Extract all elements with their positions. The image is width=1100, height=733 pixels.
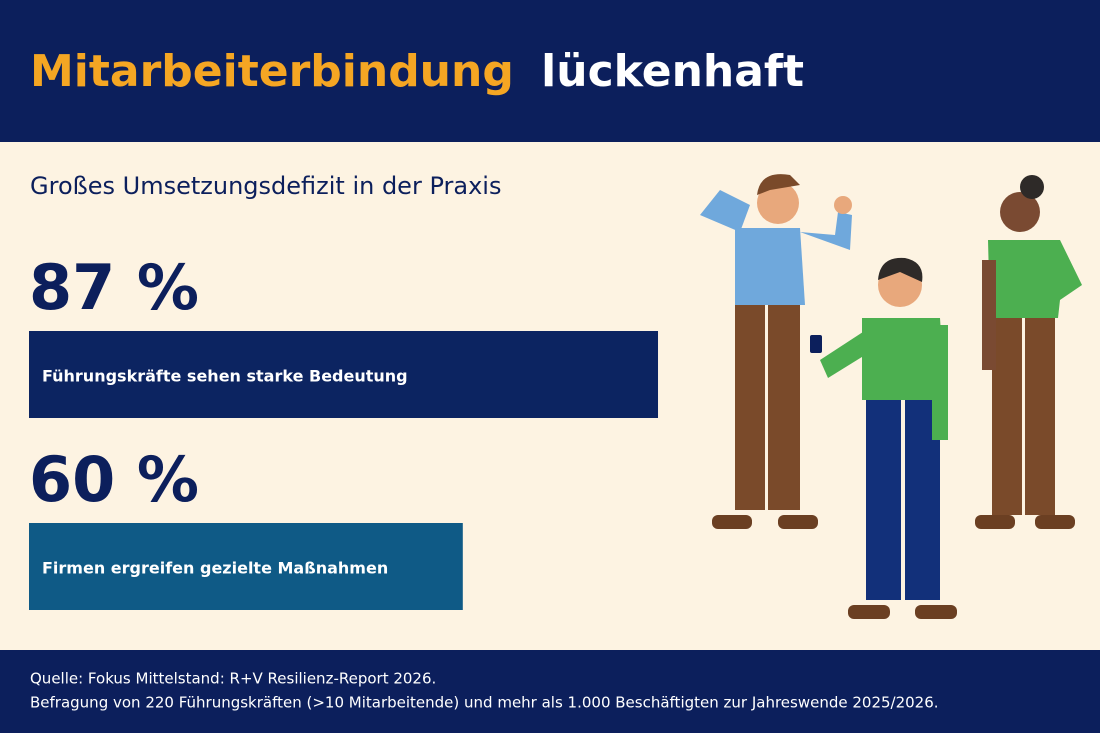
source-line: Befragung von 220 Führungskräften (>10 M… bbox=[30, 694, 939, 712]
title-highlight: Mitarbeiterbindung bbox=[30, 46, 514, 97]
person-leg bbox=[1025, 315, 1055, 515]
person-shoe bbox=[915, 605, 957, 619]
person-shirt bbox=[862, 318, 945, 400]
person-shoe bbox=[975, 515, 1015, 529]
person-arm bbox=[800, 212, 852, 250]
source-line: Quelle: Fokus Mittelstand: R+V Resilienz… bbox=[30, 670, 436, 688]
person-leg bbox=[866, 395, 901, 600]
value-label: 87 % bbox=[29, 251, 199, 324]
bar-label: Führungskräfte sehen starke Bedeutung bbox=[42, 367, 408, 386]
person-hair bbox=[878, 257, 923, 282]
person-shirt bbox=[735, 228, 805, 305]
person-leg bbox=[735, 300, 765, 510]
bar bbox=[29, 331, 659, 418]
person-arm bbox=[700, 190, 750, 232]
person-hand bbox=[834, 196, 852, 214]
person-arm bbox=[820, 330, 870, 378]
title-rest: lückenhaft bbox=[541, 46, 804, 97]
bar bbox=[29, 523, 463, 610]
person-head bbox=[757, 182, 799, 224]
person-phone bbox=[810, 335, 822, 353]
person-leg bbox=[992, 315, 1022, 515]
person-shirt bbox=[988, 240, 1082, 318]
person-hair bbox=[757, 174, 800, 195]
person-head bbox=[1000, 192, 1040, 232]
person-shoe bbox=[848, 605, 890, 619]
header-band bbox=[0, 0, 1100, 142]
person-arm bbox=[932, 325, 948, 440]
person-leg bbox=[768, 300, 800, 510]
person-hair bbox=[1020, 175, 1044, 199]
person-shoe bbox=[778, 515, 818, 529]
value-label: 60 % bbox=[29, 443, 199, 516]
footer-band bbox=[0, 650, 1100, 733]
subtitle: Großes Umsetzungsdefizit in der Praxis bbox=[30, 172, 501, 200]
person-shoe bbox=[1035, 515, 1075, 529]
person-arm bbox=[982, 260, 996, 370]
illustration bbox=[700, 174, 1082, 619]
person-shoe bbox=[712, 515, 752, 529]
chart-title: Mitarbeiterbindung lückenhaft bbox=[30, 46, 804, 97]
bar-label: Firmen ergreifen gezielte Maßnahmen bbox=[42, 559, 388, 578]
